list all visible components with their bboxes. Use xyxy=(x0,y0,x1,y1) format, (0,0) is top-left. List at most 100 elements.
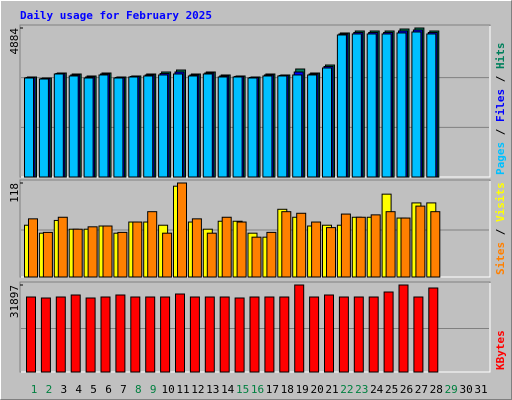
bar xyxy=(381,33,392,178)
x-tick-label: 20 xyxy=(310,383,323,396)
bar xyxy=(145,296,156,373)
bar xyxy=(219,296,230,373)
bar xyxy=(117,231,128,278)
legend-entry: Sites xyxy=(494,242,507,275)
x-tick-label: 12 xyxy=(191,383,204,396)
x-tick-label: 1 xyxy=(31,383,38,396)
bar xyxy=(38,78,49,178)
bar xyxy=(366,33,377,178)
x-tick-label: 26 xyxy=(400,383,413,396)
bar xyxy=(281,211,292,278)
bar xyxy=(28,218,38,278)
x-tick-label: 16 xyxy=(251,383,264,396)
x-tick-label: 6 xyxy=(105,383,112,396)
bar xyxy=(202,73,213,178)
bar xyxy=(266,231,277,278)
bar xyxy=(189,296,200,373)
y-tick-label: 31897 xyxy=(8,285,21,318)
bar xyxy=(279,296,290,373)
x-tick-label: 11 xyxy=(176,383,189,396)
x-tick-label: 17 xyxy=(266,383,279,396)
bar xyxy=(338,296,349,373)
bar xyxy=(428,287,439,373)
bar xyxy=(72,228,83,278)
legend-entry: Hits xyxy=(494,43,507,70)
bar xyxy=(24,77,34,178)
legend-separator: / xyxy=(494,222,507,242)
bar xyxy=(400,217,411,278)
bar xyxy=(277,75,288,178)
bar xyxy=(102,225,113,278)
x-tick-label: 2 xyxy=(46,383,53,396)
bar xyxy=(42,231,53,278)
legend-separator: / xyxy=(494,69,507,89)
legend-entry: Pages xyxy=(494,142,507,175)
bar xyxy=(351,33,362,178)
x-tick-label: 28 xyxy=(430,383,443,396)
x-tick-label: 13 xyxy=(206,383,219,396)
bar xyxy=(53,73,64,178)
bar xyxy=(143,75,154,178)
legend: Sites / Visits xyxy=(494,182,507,275)
bar xyxy=(296,212,307,278)
x-tick-label: 23 xyxy=(355,383,368,396)
bar xyxy=(336,34,347,178)
bar xyxy=(70,294,81,373)
bar xyxy=(396,32,407,178)
bar xyxy=(370,214,381,278)
bar xyxy=(187,75,198,178)
x-tick-label: 3 xyxy=(60,383,67,396)
bar xyxy=(221,216,232,278)
x-tick-label: 22 xyxy=(340,383,353,396)
legend-separator: / xyxy=(494,122,507,142)
bar xyxy=(247,77,258,178)
bar xyxy=(307,74,318,178)
bar xyxy=(430,211,441,278)
bar xyxy=(398,284,409,373)
bar xyxy=(292,74,303,178)
bar xyxy=(340,213,351,278)
bar xyxy=(249,296,260,373)
y-tick-label: 4884 xyxy=(8,28,21,55)
bar xyxy=(294,284,305,373)
bar xyxy=(368,296,379,373)
bar xyxy=(158,74,169,178)
bar xyxy=(85,297,96,373)
bar xyxy=(309,296,320,373)
x-tick-label: 25 xyxy=(385,383,398,396)
bar xyxy=(128,76,139,178)
bar xyxy=(324,294,334,373)
legend-entry: KBytes xyxy=(494,330,507,370)
legend-entry: Files xyxy=(494,89,507,122)
bar xyxy=(232,76,243,178)
bar xyxy=(311,221,322,278)
x-tick-label: 15 xyxy=(236,383,249,396)
bar xyxy=(55,296,66,373)
bar xyxy=(204,296,215,373)
bar xyxy=(130,296,141,373)
legend: Pages / Files / Hits xyxy=(494,43,507,176)
bar xyxy=(113,77,124,178)
bar xyxy=(206,232,217,278)
y-tick-label: 118 xyxy=(8,183,21,203)
bar xyxy=(264,296,275,373)
x-tick-label: 9 xyxy=(150,383,157,396)
x-tick-label: 19 xyxy=(296,383,309,396)
bar xyxy=(326,227,336,278)
bar xyxy=(355,216,366,278)
x-tick-label: 18 xyxy=(281,383,294,396)
bar xyxy=(234,297,245,373)
bar xyxy=(411,31,422,178)
chart-title: Daily usage for February 2025 xyxy=(20,9,212,22)
bar xyxy=(413,296,424,373)
bar xyxy=(162,232,173,278)
legend: KBytes xyxy=(494,330,507,370)
bar xyxy=(236,221,247,278)
bar xyxy=(68,75,79,178)
bar xyxy=(426,33,437,178)
bar xyxy=(217,76,228,178)
bar xyxy=(177,182,187,278)
bar xyxy=(57,216,68,278)
